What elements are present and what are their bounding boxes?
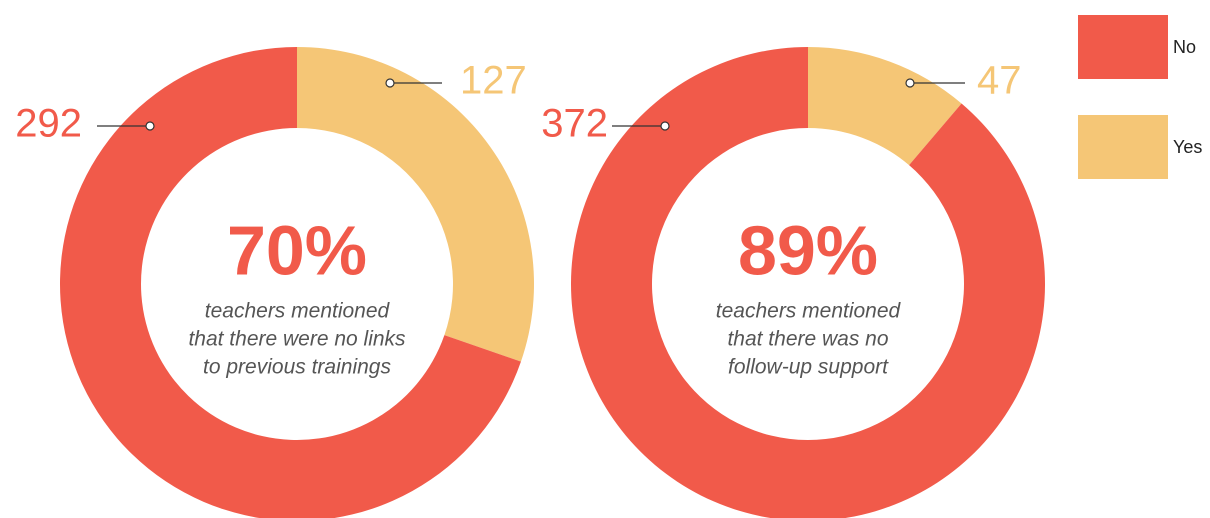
caption-line: to previous trainings [203, 356, 391, 379]
legend-swatch [1078, 115, 1168, 179]
value-label: 127 [460, 59, 527, 103]
legend-swatch [1078, 15, 1168, 79]
donut-segment [60, 47, 521, 518]
value-label: 372 [541, 102, 608, 146]
center-label: 70% [227, 211, 367, 289]
caption-line: that there were no links [188, 328, 406, 351]
leader-dot [385, 78, 395, 88]
value-label: 292 [15, 102, 82, 146]
caption-line: teachers mentioned [205, 300, 391, 323]
donut-segment [297, 47, 534, 362]
donut-segment [808, 47, 962, 166]
value-label: 47 [977, 59, 1022, 103]
caption-line: that there was no [727, 328, 888, 351]
leader-dot [660, 121, 670, 131]
legend-label: Yes [1173, 137, 1202, 157]
legend-label: No [1173, 37, 1196, 57]
leader-dot [905, 78, 915, 88]
donut-segment [571, 47, 1045, 518]
center-label: 89% [738, 211, 878, 289]
leader-dot [145, 121, 155, 131]
caption-line: follow-up support [728, 356, 889, 379]
caption-line: teachers mentioned [716, 300, 902, 323]
